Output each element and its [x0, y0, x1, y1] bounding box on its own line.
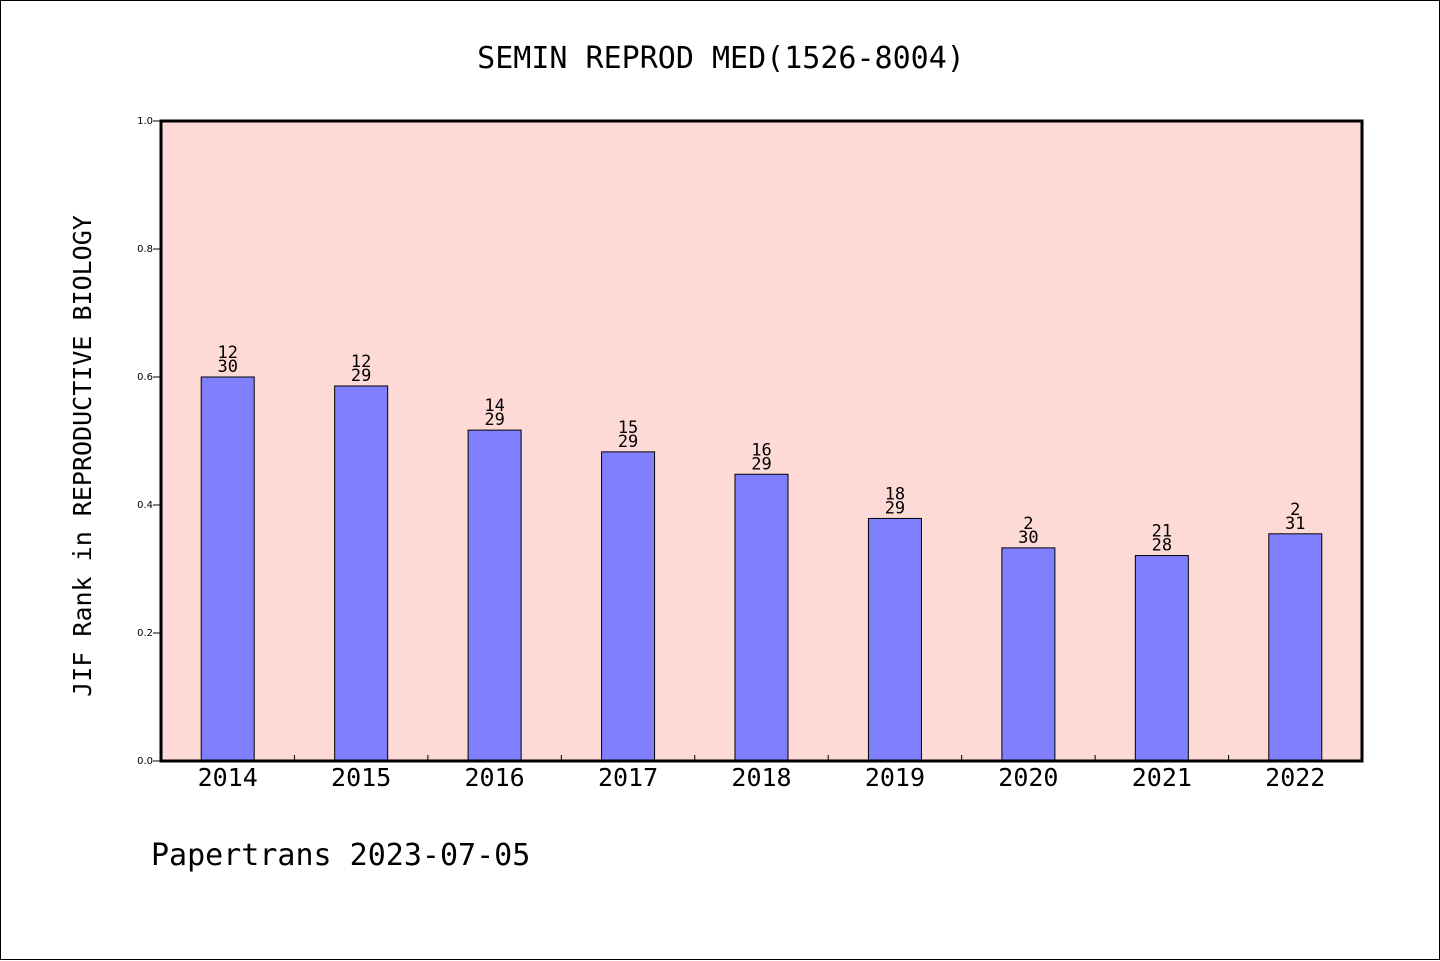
bar-rank-label: 14: [484, 396, 504, 416]
bar-rank-label: 21: [1152, 522, 1172, 542]
x-tick-label: 2015: [331, 763, 391, 792]
bars: [200, 376, 1323, 762]
bar-total-label: 28: [1152, 536, 1172, 556]
bar-rank-label: 12: [217, 343, 237, 363]
bar-total-label: 29: [885, 498, 905, 518]
bar-total-label: 29: [751, 454, 771, 474]
bar-2017: [601, 451, 656, 762]
y-tick-label: 0.6: [137, 372, 153, 383]
y-tick-label: 0.4: [137, 500, 153, 511]
watermark-text: Papertrans 2023-07-05: [151, 838, 530, 873]
bar-2020: [1001, 547, 1056, 762]
x-tick-label: 2016: [465, 763, 525, 792]
y-tick-label: 1.0: [137, 116, 153, 127]
bar-rank-label: 2: [1023, 514, 1033, 534]
bar-2019: [867, 517, 922, 762]
bar-2018: [734, 473, 789, 762]
x-tick-label: 2022: [1265, 763, 1325, 792]
bar-2016: [467, 429, 522, 762]
x-tick-label: 2020: [998, 763, 1058, 792]
y-axis-label: JIF Rank in REPRODUCTIVE BIOLOGY: [68, 215, 97, 697]
bar-2015: [334, 385, 389, 762]
bar-rank-label: 16: [751, 440, 771, 460]
bar-rank-label: 12: [351, 352, 371, 372]
y-tick-label: 0.0: [137, 756, 153, 767]
bar-2014: [200, 376, 255, 762]
bar-rank-label: 15: [618, 418, 638, 438]
bar-total-label: 30: [1018, 528, 1038, 548]
y-axis-ticks: 0.0 0.2 0.4 0.6 0.8 1.0: [137, 116, 161, 767]
x-tick-label: 2017: [598, 763, 658, 792]
bar-rank-label: 2: [1290, 500, 1300, 520]
bar-total-label: 30: [217, 357, 237, 377]
bar-total-label: 31: [1285, 514, 1305, 534]
x-axis-tick-labels: 2014 2015 2016 2017 2018 2019 2020 2021 2022: [198, 763, 1326, 792]
y-tick-label: 0.2: [137, 628, 153, 639]
chart-title: SEMIN REPROD MED(1526-8004): [477, 41, 965, 76]
bar-total-label: 29: [618, 432, 638, 452]
bar-rank-label: 18: [885, 484, 905, 504]
x-tick-label: 2018: [731, 763, 791, 792]
plot-border: [159, 119, 1364, 763]
bar-2021: [1134, 555, 1189, 762]
x-tick-label: 2019: [865, 763, 925, 792]
x-tick-label: 2014: [198, 763, 258, 792]
x-tick-label: 2021: [1132, 763, 1192, 792]
y-tick-label: 0.8: [137, 244, 153, 255]
bar-2022: [1268, 533, 1323, 762]
bar-total-label: 29: [484, 410, 504, 430]
bar-total-label: 29: [351, 366, 371, 386]
